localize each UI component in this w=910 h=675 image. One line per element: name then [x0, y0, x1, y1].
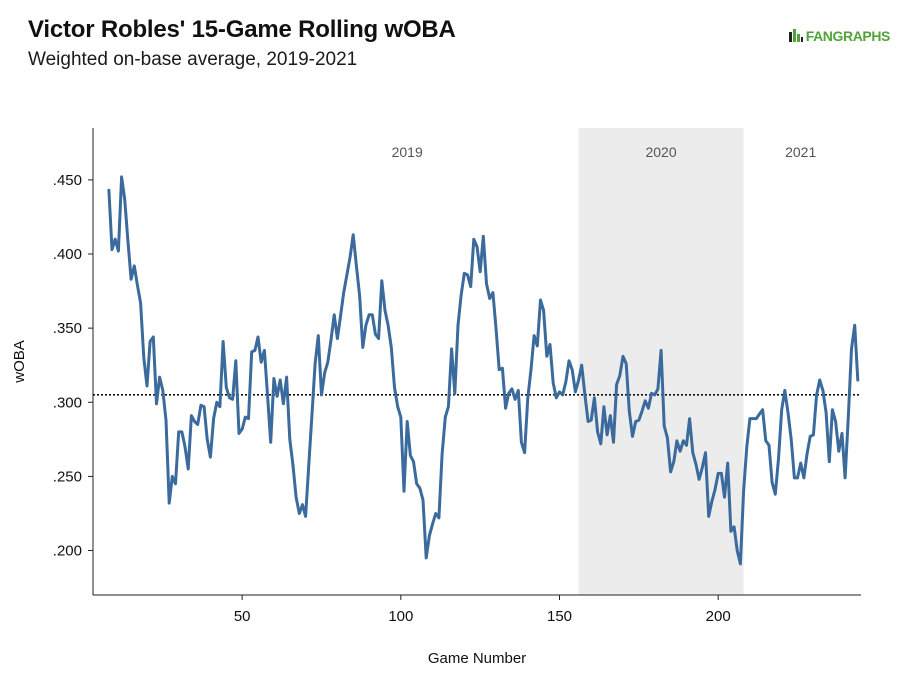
axes: .200 .250 .300 .350 .400 .450 50 100 150 200	[53, 128, 861, 625]
x-tick-label: 100	[388, 608, 413, 625]
fangraphs-logo[interactable]: FANGRAPHS	[788, 28, 890, 44]
season-label-2020: 2020	[645, 144, 676, 160]
y-axis-title: wOBA	[11, 340, 28, 384]
chart-subtitle: Weighted on-base average, 2019-2021	[28, 49, 358, 70]
y-tick-label: .250	[53, 468, 82, 485]
season-label-2019: 2019	[392, 144, 423, 160]
y-tick-label: .200	[53, 543, 82, 560]
series-line	[107, 175, 860, 566]
season-labels: 2019 2020 2021	[392, 144, 817, 160]
chart-title: Victor Robles' 15-Game Rolling wOBA	[28, 16, 456, 43]
x-tick-label: 200	[706, 608, 731, 625]
fangraphs-logo-text: FANGRAPHS	[805, 28, 891, 44]
fangraphs-logo-icon	[788, 29, 803, 42]
y-tick-label: .450	[53, 172, 82, 189]
x-tick-label: 50	[234, 608, 251, 625]
y-tick-label: .300	[53, 394, 82, 411]
season-label-2021: 2021	[785, 144, 816, 160]
y-tick-label: .400	[53, 246, 82, 263]
y-tick-label: .350	[53, 320, 82, 337]
x-axis-title: Game Number	[428, 650, 526, 667]
x-tick-label: 150	[547, 608, 572, 625]
